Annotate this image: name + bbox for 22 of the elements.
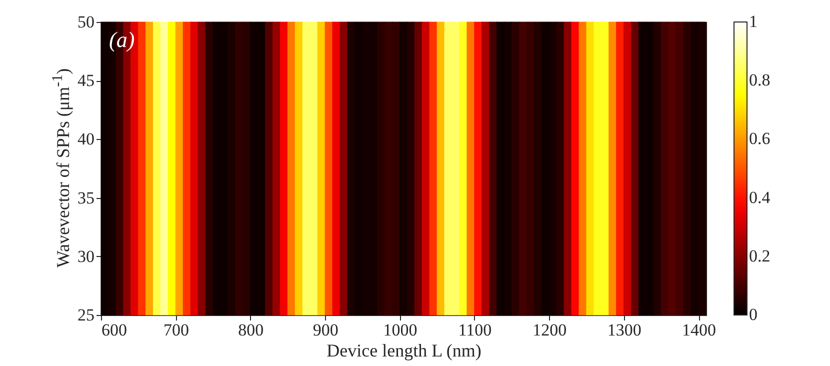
color-bar-label: 0.4 (749, 188, 771, 207)
x-tick-label: 1100 (458, 320, 492, 340)
x-tick-label: 700 (163, 320, 189, 340)
x-axis-title: Device length L (nm) (326, 340, 482, 360)
color-bar-label: 0.2 (749, 246, 770, 266)
y-tick-label: 25 (78, 306, 94, 324)
color-bar-label: 0.8 (749, 70, 770, 90)
color-bar-label: 1 (749, 12, 758, 31)
x-tick-label: 900 (312, 320, 338, 340)
x-tick-label: 1400 (682, 320, 716, 340)
x-tick-label: 1000 (383, 320, 418, 340)
x-tick-label: 800 (238, 320, 264, 340)
y-tick-label: 40 (78, 130, 94, 149)
x-tick-label: 600 (102, 320, 127, 340)
y-tick-label: 30 (78, 246, 94, 266)
x-tick-label: 1200 (532, 320, 567, 340)
y-tick-label: 50 (78, 12, 94, 32)
color-bar-label: 0 (749, 305, 758, 324)
y-tick-label: 45 (78, 71, 94, 90)
y-tick-label: 35 (78, 188, 94, 208)
color-bar-label: 0.6 (749, 129, 770, 148)
x-tick-label: 1300 (607, 320, 642, 340)
